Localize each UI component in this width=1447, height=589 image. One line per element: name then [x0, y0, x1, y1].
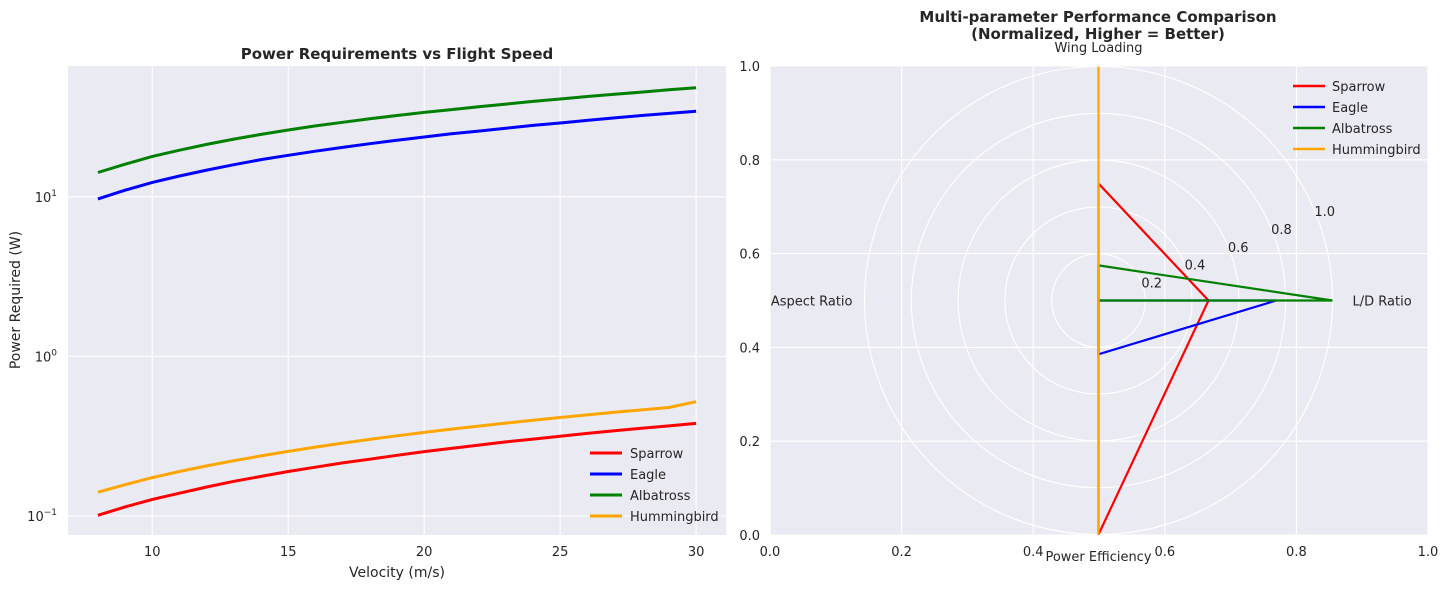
radar-chart-subtitle: (Normalized, Higher = Better): [971, 25, 1225, 43]
radar-x-tick-label: 1.0: [1418, 545, 1439, 560]
radar-x-tick-label: 0.6: [1154, 545, 1175, 560]
power-y-tick-label: 100: [35, 348, 58, 365]
radar-y-tick-label: 0.0: [739, 529, 760, 544]
radar-legend-label-hummingbird: Hummingbird: [1332, 143, 1421, 158]
power-line-albatross: [97, 86, 697, 174]
radar-radial-tick-label: 0.4: [1185, 259, 1206, 274]
radar-y-tick-label: 0.6: [739, 248, 760, 263]
power-y-ticks: 10−1 100 101: [27, 189, 57, 525]
radar-axis-labels: Wing Loading L/D Ratio Power Efficiency Asp…: [771, 41, 1412, 565]
power-x-tick-label: 30: [688, 545, 705, 560]
power-x-ticks: 10 15 20 25 30: [144, 545, 704, 560]
radar-radial-tick-label: 0.6: [1228, 241, 1249, 256]
radar-radial-tick-label: 1.0: [1314, 205, 1335, 220]
power-x-tick-label: 15: [280, 545, 297, 560]
power-legend-label-hummingbird: Hummingbird: [630, 510, 719, 525]
power-legend-label-albatross: Albatross: [630, 489, 691, 504]
radar-axis-label-l-d-ratio: L/D Ratio: [1353, 295, 1412, 310]
radar-axis-label-wing-loading: Wing Loading: [1054, 41, 1142, 56]
radar-y-tick-label: 1.0: [739, 60, 760, 75]
radar-axis-label-aspect-ratio: Aspect Ratio: [771, 295, 853, 310]
radar-radial-ticks: 0.2 0.4 0.6 0.8 1.0: [1141, 205, 1335, 292]
power-legend: Sparrow Eagle Albatross Hummingbird: [590, 447, 719, 525]
radar-legend-label-albatross: Albatross: [1332, 122, 1393, 137]
radar-legend: Sparrow Eagle Albatross Hummingbird: [1293, 80, 1421, 158]
radar-radial-tick-label: 0.8: [1271, 223, 1292, 238]
power-y-tick-label: 101: [35, 189, 57, 206]
radar-cartesian-ticks: 0.00.0 0.2 0.2 0.4 0.4 0.6 0.6 0.8 0.8 1.0 1.0: [739, 60, 1438, 560]
power-line-sparrow: [97, 421, 697, 517]
power-x-axis-label: Velocity (m/s): [349, 565, 445, 581]
radar-y-tick-label: 0.2: [739, 435, 760, 450]
radar-x-tick-label: 0.0: [760, 545, 781, 560]
power-series-lines: [97, 86, 697, 517]
radar-y-tick-label: 0.8: [739, 154, 760, 169]
radar-axis-label-power-efficiency: Power Efficiency: [1045, 550, 1151, 565]
radar-x-tick-label: 0.8: [1286, 545, 1307, 560]
power-line-hummingbird: [97, 400, 697, 494]
radar-x-tick-label: 0.2: [891, 545, 912, 560]
power-line-eagle: [97, 109, 697, 201]
radar-legend-label-sparrow: Sparrow: [1332, 80, 1386, 95]
power-y-tick-label: 10−1: [27, 508, 57, 525]
power-x-tick-label: 10: [144, 545, 161, 560]
power-plot-area: [68, 66, 726, 535]
power-legend-label-eagle: Eagle: [630, 468, 666, 483]
power-chart: 10 15 20 25 30 10−1 100 101 Power Requirements…: [8, 45, 726, 581]
radar-legend-label-eagle: Eagle: [1332, 101, 1368, 116]
radar-x-tick-label: 0.4: [1023, 545, 1044, 560]
power-legend-label-sparrow: Sparrow: [630, 447, 684, 462]
power-grid: [68, 66, 726, 535]
radar-series-polygons: [1097, 66, 1333, 535]
radar-cartesian-grid: [769, 65, 1429, 536]
power-x-tick-label: 25: [552, 545, 569, 560]
radar-chart: 0.00.0 0.2 0.2 0.4 0.4 0.6 0.6 0.8 0.8 1.0 1.0 0.2…: [739, 8, 1438, 565]
power-y-axis-label: Power Required (W): [8, 231, 24, 369]
radar-y-tick-label: 0.4: [739, 341, 760, 356]
power-x-tick-label: 20: [416, 545, 433, 560]
radar-radial-tick-label: 0.2: [1141, 277, 1162, 292]
radar-chart-title: Multi-parameter Performance Comparison: [919, 8, 1276, 26]
power-chart-title: Power Requirements vs Flight Speed: [241, 45, 554, 63]
